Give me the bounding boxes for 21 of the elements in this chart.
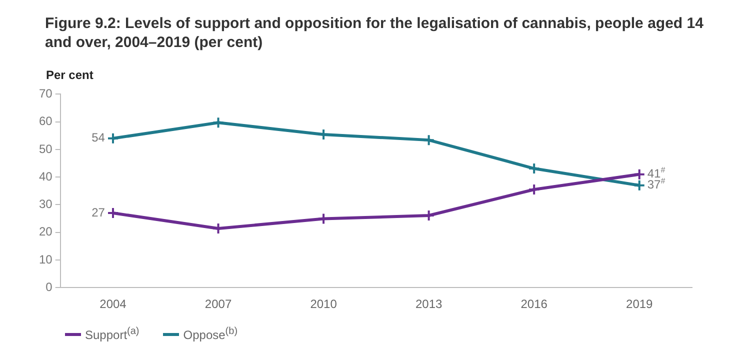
x-tick-label: 2004 xyxy=(100,297,127,312)
y-tick-label: 40 xyxy=(38,169,53,184)
x-tick-label: 2013 xyxy=(415,297,442,312)
data-label: 54 xyxy=(92,130,106,145)
y-tick-label: 60 xyxy=(38,114,53,128)
y-tick-label: 0 xyxy=(46,280,53,294)
x-tick-label: 2007 xyxy=(204,297,232,312)
y-tick-label: 70 xyxy=(38,86,53,101)
x-tick-label: 2010 xyxy=(310,297,338,312)
chart-title: Figure 9.2: Levels of support and opposition for the legalisation of cannabis, people aged 14 and over, 2004–2019 (per cent) xyxy=(45,14,704,52)
x-tick-label: 2016 xyxy=(520,297,548,312)
y-axis-title: Per cent xyxy=(46,68,94,82)
y-tick-label: 20 xyxy=(38,224,53,239)
data-label: 27 xyxy=(92,205,106,220)
legend-label: Oppose$^{(b)}$ xyxy=(183,326,238,342)
data-label: 37# xyxy=(647,176,666,192)
y-tick-label: 50 xyxy=(38,142,53,156)
x-tick-label: 2019 xyxy=(626,297,654,312)
y-tick-label: 30 xyxy=(38,197,53,212)
legend-label: Support$^{(a)}$ xyxy=(85,326,140,342)
y-tick-label: 10 xyxy=(38,252,53,266)
